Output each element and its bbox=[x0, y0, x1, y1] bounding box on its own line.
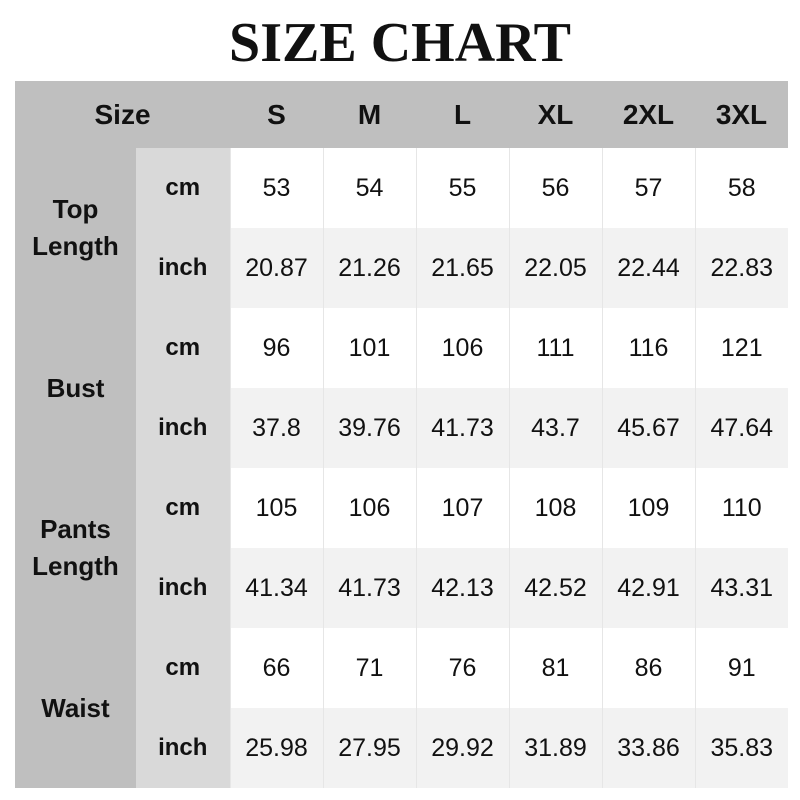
unit-label: inch bbox=[136, 708, 230, 788]
size-column-header: XL bbox=[509, 81, 602, 148]
unit-label: cm bbox=[136, 628, 230, 708]
value-cell: 106 bbox=[322, 468, 416, 548]
table-row: Top Length cm 53 54 55 56 57 58 bbox=[15, 148, 788, 308]
value-cell: 107 bbox=[415, 468, 509, 548]
value-cell: 110 bbox=[694, 468, 788, 548]
table-row: Pants Length cm 105 106 107 108 109 110 bbox=[15, 468, 788, 628]
value-cell: 22.44 bbox=[601, 228, 695, 308]
measurement-label: Waist bbox=[15, 628, 136, 788]
value-cell: 76 bbox=[415, 628, 509, 708]
unit-label: inch bbox=[136, 548, 230, 628]
value-cell: 21.65 bbox=[415, 228, 509, 308]
value-cell: 91 bbox=[694, 628, 788, 708]
value-cell: 37.8 bbox=[229, 388, 323, 468]
value-cell: 56 bbox=[508, 148, 602, 228]
value-cell: 35.83 bbox=[694, 708, 788, 788]
table-row: inch 41.34 41.73 42.13 42.52 42.91 43.31 bbox=[15, 548, 788, 628]
value-cell: 106 bbox=[415, 308, 509, 388]
value-cell: 53 bbox=[229, 148, 323, 228]
value-cell: 39.76 bbox=[322, 388, 416, 468]
unit-label: cm bbox=[136, 308, 230, 388]
value-cell: 101 bbox=[322, 308, 416, 388]
table-row: inch 25.98 27.95 29.92 31.89 33.86 35.83 bbox=[15, 708, 788, 788]
value-cell: 42.13 bbox=[415, 548, 509, 628]
measurement-label-line: Pants bbox=[40, 514, 111, 544]
table-row: inch 37.8 39.76 41.73 43.7 45.67 47.64 bbox=[15, 388, 788, 468]
value-cell: 55 bbox=[415, 148, 509, 228]
table-row: Bust cm 96 101 106 111 116 121 bbox=[15, 308, 788, 468]
value-cell: 31.89 bbox=[508, 708, 602, 788]
size-header: Size bbox=[15, 81, 230, 148]
value-cell: 108 bbox=[508, 468, 602, 548]
value-cell: 58 bbox=[694, 148, 788, 228]
value-cell: 109 bbox=[601, 468, 695, 548]
value-cell: 45.67 bbox=[601, 388, 695, 468]
value-cell: 20.87 bbox=[229, 228, 323, 308]
value-cell: 116 bbox=[601, 308, 695, 388]
unit-label: inch bbox=[136, 228, 230, 308]
value-cell: 105 bbox=[229, 468, 323, 548]
unit-label: cm bbox=[136, 468, 230, 548]
measurement-label-line: Length bbox=[32, 231, 119, 261]
value-cell: 42.91 bbox=[601, 548, 695, 628]
value-cell: 111 bbox=[508, 308, 602, 388]
size-column-header: S bbox=[230, 81, 323, 148]
value-cell: 22.83 bbox=[694, 228, 788, 308]
value-cell: 29.92 bbox=[415, 708, 509, 788]
measurement-label: Top Length bbox=[15, 148, 136, 308]
value-cell: 27.95 bbox=[322, 708, 416, 788]
measurement-label-line: Length bbox=[32, 551, 119, 581]
measurement-label: Pants Length bbox=[15, 468, 136, 628]
value-cell: 42.52 bbox=[508, 548, 602, 628]
page-title: SIZE CHART bbox=[229, 12, 571, 74]
value-cell: 81 bbox=[508, 628, 602, 708]
value-cell: 33.86 bbox=[601, 708, 695, 788]
value-cell: 41.73 bbox=[322, 548, 416, 628]
value-cell: 43.7 bbox=[508, 388, 602, 468]
size-column-header: M bbox=[323, 81, 416, 148]
measurement-label-line: Bust bbox=[46, 372, 105, 403]
table-row: inch 20.87 21.26 21.65 22.05 22.44 22.83 bbox=[15, 228, 788, 308]
size-column-header: 2XL bbox=[602, 81, 695, 148]
measurement-label-line: Waist bbox=[41, 692, 110, 723]
value-cell: 41.34 bbox=[229, 548, 323, 628]
value-cell: 66 bbox=[229, 628, 323, 708]
value-cell: 54 bbox=[322, 148, 416, 228]
value-cell: 121 bbox=[694, 308, 788, 388]
value-cell: 21.26 bbox=[322, 228, 416, 308]
size-column-header: 3XL bbox=[695, 81, 788, 148]
value-cell: 71 bbox=[322, 628, 416, 708]
unit-label: cm bbox=[136, 148, 230, 228]
value-cell: 43.31 bbox=[694, 548, 788, 628]
size-column-header: L bbox=[416, 81, 509, 148]
value-cell: 47.64 bbox=[694, 388, 788, 468]
measurement-label-line: Top bbox=[52, 194, 99, 224]
size-chart-table: Size S M L XL 2XL 3XL Top Length cm 53 54 55 5… bbox=[15, 81, 788, 788]
value-cell: 22.05 bbox=[508, 228, 602, 308]
value-cell: 86 bbox=[601, 628, 695, 708]
unit-label: inch bbox=[136, 388, 230, 468]
value-cell: 96 bbox=[229, 308, 323, 388]
measurement-label: Bust bbox=[15, 308, 136, 468]
table-row: Waist cm 66 71 76 81 86 91 bbox=[15, 628, 788, 788]
value-cell: 57 bbox=[601, 148, 695, 228]
value-cell: 41.73 bbox=[415, 388, 509, 468]
value-cell: 25.98 bbox=[229, 708, 323, 788]
header-row: Size S M L XL 2XL 3XL bbox=[15, 81, 788, 148]
